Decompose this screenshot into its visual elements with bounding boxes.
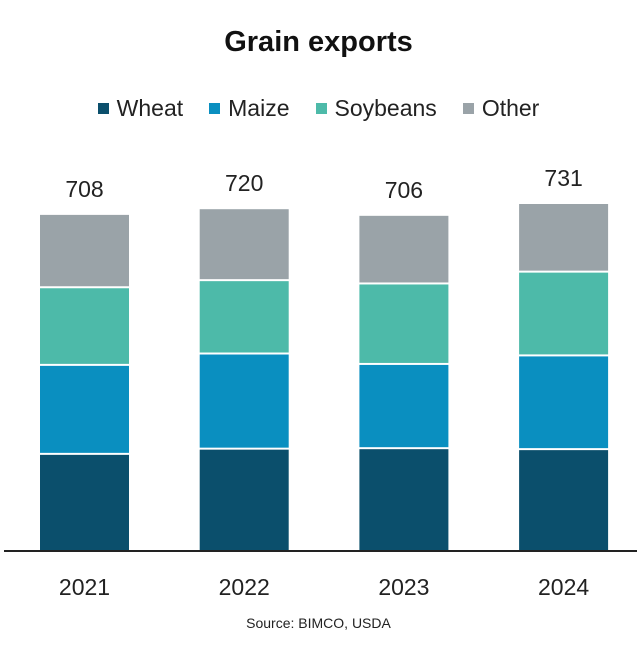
- bar-segment-maize-2021: [40, 365, 129, 453]
- total-label-2022: 720: [225, 170, 263, 196]
- bar-segment-other-2022: [199, 209, 289, 280]
- x-tick-label-2021: 2021: [59, 574, 110, 600]
- legend-swatch-soybeans: [315, 103, 327, 114]
- bar-segment-wheat-2023: [359, 449, 449, 550]
- x-tick-label-2022: 2022: [219, 574, 270, 600]
- legend-label-maize: Maize: [228, 95, 290, 121]
- bar-segment-soybeans-2021: [40, 288, 129, 364]
- bar-segment-soybeans-2023: [359, 284, 449, 363]
- bar-segment-maize-2023: [359, 364, 449, 448]
- total-label-2023: 706: [385, 177, 423, 203]
- bar-segment-soybeans-2022: [199, 281, 289, 353]
- bar-segment-wheat-2024: [519, 450, 609, 550]
- legend-item-other: Other: [462, 95, 540, 122]
- legend-item-soybeans: Soybeans: [315, 95, 437, 122]
- bar-segment-other-2024: [519, 204, 609, 271]
- legend: Wheat Maize Soybeans Other: [0, 95, 637, 122]
- bar-segment-maize-2024: [519, 356, 609, 449]
- legend-label-other: Other: [481, 95, 540, 121]
- x-tick-label-2024: 2024: [538, 574, 589, 600]
- legend-label-wheat: Wheat: [116, 95, 184, 121]
- total-label-2021: 708: [65, 176, 103, 202]
- bar-segment-other-2021: [40, 214, 129, 287]
- bar-segment-wheat-2021: [40, 454, 129, 550]
- legend-swatch-other: [462, 103, 474, 114]
- bar-segment-maize-2022: [199, 354, 289, 448]
- source-note: Source: BIMCO, USDA: [246, 615, 391, 631]
- bar-segment-soybeans-2024: [519, 272, 609, 355]
- legend-swatch-maize: [209, 103, 221, 114]
- total-label-2024: 731: [544, 165, 582, 191]
- x-tick-label-2023: 2023: [378, 574, 429, 600]
- bar-segment-wheat-2022: [199, 449, 289, 550]
- chart-title: Grain exports: [224, 26, 413, 58]
- legend-swatch-wheat: [97, 103, 109, 114]
- legend-item-wheat: Wheat: [97, 95, 184, 122]
- bar-segment-other-2023: [359, 215, 449, 283]
- legend-item-maize: Maize: [209, 95, 290, 122]
- legend-label-soybeans: Soybeans: [334, 95, 437, 121]
